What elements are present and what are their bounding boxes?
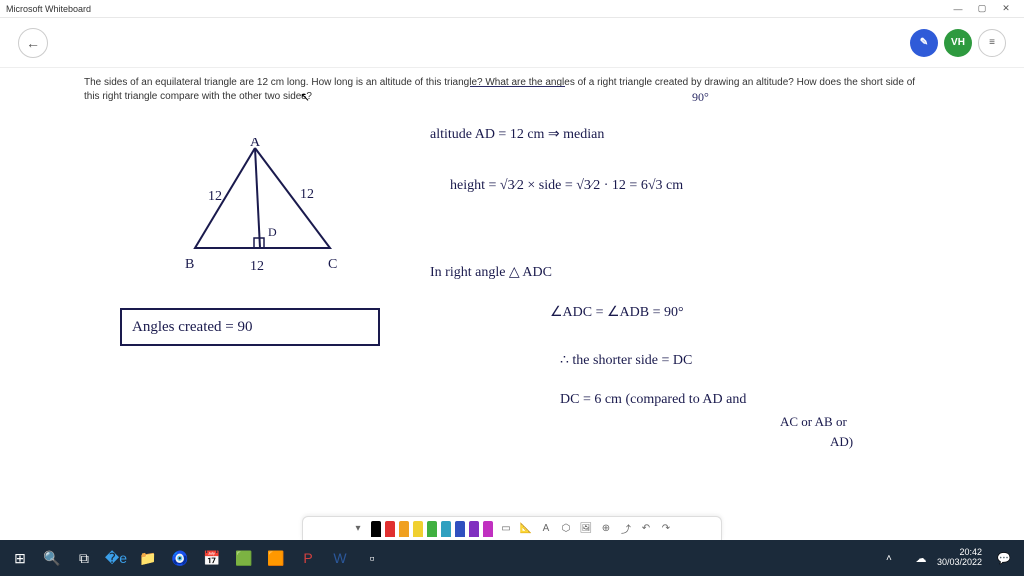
side-ac: 12 [300, 187, 314, 202]
taskbar-item-9[interactable]: P [292, 544, 324, 572]
question-text: The sides of an equilateral triangle are… [84, 76, 924, 103]
tool-4[interactable]: ⊕ [599, 522, 613, 536]
tool-3[interactable]: 🖼 [579, 522, 593, 536]
taskbar-item-8[interactable]: 🟧 [260, 544, 292, 572]
hand-line-6: DC = 6 cm (compared to AD and [560, 392, 746, 408]
triangle-sketch: A B C D 12 12 12 [180, 138, 360, 288]
taskbar-clock[interactable]: 20:42 30/03/2022 [937, 548, 988, 568]
boxed-answer: Angles created = 90 [120, 308, 380, 346]
tool-5[interactable]: ⤴ [619, 522, 633, 536]
taskbar-item-11[interactable]: ▫ [356, 544, 388, 572]
clock-date: 30/03/2022 [937, 558, 982, 568]
avatar-initials: VH [951, 37, 965, 48]
hand-line-7: AC or AB or [780, 414, 847, 430]
taskbar-item-2[interactable]: ⧉ [68, 544, 100, 572]
side-ab: 12 [208, 189, 222, 204]
label-D: D [268, 225, 277, 239]
taskbar-items: ⊞🔍⧉�е📁🧿📅🟩🟧PW▫ [4, 544, 388, 572]
window-titlebar: Microsoft Whiteboard — ▢ ✕ [0, 0, 1024, 18]
hand-line-4: ∠ADC = ∠ADB = 90° [550, 304, 684, 321]
taskbar-item-5[interactable]: 🧿 [164, 544, 196, 572]
pen-6[interactable] [455, 521, 465, 537]
tool-0[interactable]: 📐 [519, 522, 533, 536]
cloud-icon[interactable]: ☁ [905, 544, 937, 572]
tool-7[interactable]: ↷ [659, 522, 673, 536]
back-button[interactable]: ← [18, 28, 48, 58]
taskbar-item-7[interactable]: 🟩 [228, 544, 260, 572]
underline-annotation [470, 86, 565, 87]
pen-toolbar: ▾ ▭ 📐 A ⬡ 🖼 ⊕ ⤴ ↶ ↷ [302, 516, 722, 540]
taskbar-item-0[interactable]: ⊞ [4, 544, 36, 572]
pen-3[interactable] [413, 521, 423, 537]
taskbar-item-4[interactable]: 📁 [132, 544, 164, 572]
hand-line-3: In right angle △ ADC [430, 264, 552, 281]
eraser-icon[interactable]: ▭ [499, 522, 513, 536]
settings-menu-button[interactable]: ≡ [978, 29, 1006, 57]
pen-palette [371, 521, 493, 537]
tool-6[interactable]: ↶ [639, 522, 653, 536]
whiteboard-canvas[interactable]: The sides of an equilateral triangle are… [0, 68, 1024, 540]
menu-icon: ≡ [989, 37, 995, 48]
label-C: C [328, 257, 337, 272]
tray-up-icon[interactable]: ˄ [873, 544, 905, 572]
taskbar-item-3[interactable]: �е [100, 544, 132, 572]
label-A: A [250, 138, 261, 150]
tool-2[interactable]: ⬡ [559, 522, 573, 536]
pen-1[interactable] [385, 521, 395, 537]
taskbar-item-6[interactable]: 📅 [196, 544, 228, 572]
pen-2[interactable] [399, 521, 409, 537]
taskbar-item-1[interactable]: 🔍 [36, 544, 68, 572]
hand-line-5: ∴ the shorter side = DC [560, 352, 692, 369]
boxed-text: Angles created = 90 [132, 319, 253, 336]
notifications-icon[interactable]: 💬 [988, 544, 1020, 572]
app-toolbar: ← ✎ VH ≡ [0, 18, 1024, 68]
pen-4[interactable] [427, 521, 437, 537]
pen-icon: ✎ [920, 37, 928, 48]
label-B: B [185, 257, 194, 272]
hand-line-8: AD) [830, 434, 853, 450]
extra-tools: 📐 A ⬡ 🖼 ⊕ ⤴ ↶ ↷ [519, 522, 673, 536]
pen-5[interactable] [441, 521, 451, 537]
windows-taskbar: ⊞🔍⧉�е📁🧿📅🟩🟧PW▫ ˄ ☁ 20:42 30/03/2022 💬 [0, 540, 1024, 576]
tool-picker-icon[interactable]: ▾ [351, 522, 365, 536]
app-title: Microsoft Whiteboard [6, 4, 91, 14]
side-bc: 12 [250, 259, 264, 274]
taskbar-item-10[interactable]: W [324, 544, 356, 572]
pen-7[interactable] [469, 521, 479, 537]
maximize-button[interactable]: ▢ [970, 3, 994, 14]
tool-1[interactable]: A [539, 522, 553, 536]
ninety-note: 90° [692, 90, 709, 105]
pen-8[interactable] [483, 521, 493, 537]
ink-tool-button[interactable]: ✎ [910, 29, 938, 57]
hand-line-1: altitude AD = 12 cm ⇒ median [430, 126, 604, 143]
minimize-button[interactable]: — [946, 4, 970, 14]
arrow-left-icon: ← [26, 35, 40, 51]
close-button[interactable]: ✕ [994, 3, 1018, 14]
cursor-icon: ↖ [300, 90, 310, 104]
hand-line-2: height = √3⁄2 × side = √3⁄2 · 12 = 6√3 c… [450, 178, 683, 194]
user-avatar[interactable]: VH [944, 29, 972, 57]
pen-0[interactable] [371, 521, 381, 537]
